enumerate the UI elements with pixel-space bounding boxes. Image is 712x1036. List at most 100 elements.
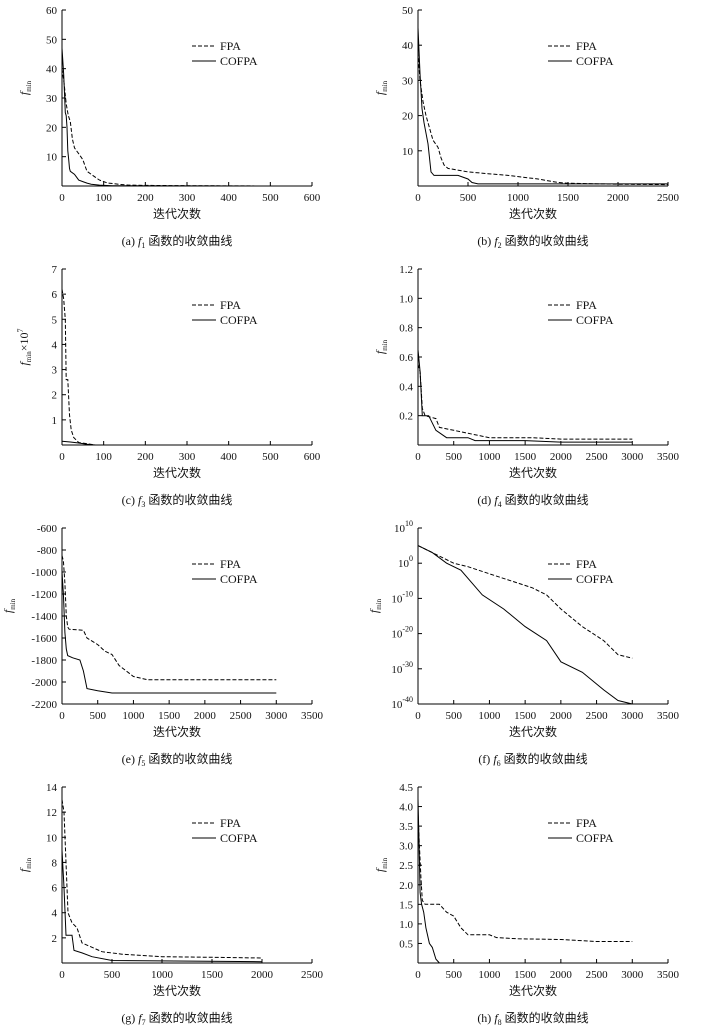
series-line-fpa <box>417 545 633 659</box>
legend-label: COFPA <box>576 54 614 68</box>
x-tick-label: 2500 <box>586 710 609 722</box>
series-line-cofpa <box>61 571 277 694</box>
y-tick-label: 50 <box>402 5 414 17</box>
legend-label: COFPA <box>576 572 614 586</box>
y-tick-label: 1.0 <box>399 919 413 931</box>
x-tick-label: 0 <box>415 192 421 204</box>
legend-label: COFPA <box>220 572 258 586</box>
x-axis-title: 迭代次数 <box>509 724 557 739</box>
series-line-fpa <box>417 814 633 942</box>
legend-label: FPA <box>220 816 241 830</box>
y-tick-label: 0.6 <box>399 352 413 364</box>
y-tick-label: 1.5 <box>399 899 413 911</box>
series-line-cofpa <box>417 349 633 443</box>
y-tick-label: 2 <box>52 933 58 945</box>
x-tick-label: 1500 <box>557 192 580 204</box>
y-tick-label: 10-20 <box>391 625 413 641</box>
x-tick-label: 0 <box>415 969 421 981</box>
chart-panel-a: 0 100 200 300 400 500 600 10 20 30 40 50 60 迭代次数 fmin F… <box>0 0 356 259</box>
x-tick-label: 2500 <box>657 192 680 204</box>
x-tick-label: 400 <box>220 451 237 463</box>
x-tick-label: 2500 <box>586 969 609 981</box>
y-tick-label: 10-10 <box>391 589 413 605</box>
y-tick-label: -1000 <box>31 567 57 579</box>
x-tick-label: 600 <box>304 451 321 463</box>
y-tick-label: 0.4 <box>399 381 413 393</box>
y-tick-label: 6 <box>52 883 58 895</box>
y-axis-title: fmin <box>373 339 389 354</box>
legend-label: COFPA <box>220 313 258 327</box>
y-tick-label: -600 <box>37 523 58 535</box>
x-tick-label: 600 <box>304 192 321 204</box>
chart-caption: (h) f8 函数的收敛曲线 <box>477 1010 588 1027</box>
x-tick-label: 0 <box>415 451 421 463</box>
y-tick-label: 0.2 <box>399 411 413 423</box>
x-axis-title: 迭代次数 <box>153 206 201 221</box>
y-tick-label: 14 <box>46 782 58 794</box>
y-tick-label: 3 <box>52 365 58 377</box>
x-tick-label: 2000 <box>607 192 630 204</box>
chart-svg-f: 0 500 1000 1500 2000 2500 3000 3500 10-40 10-30 10… <box>367 519 680 768</box>
x-tick-label: 1000 <box>478 969 501 981</box>
y-tick-label: -1600 <box>31 633 57 645</box>
y-tick-label: 1.2 <box>399 264 413 276</box>
y-tick-label: 4.0 <box>399 802 413 814</box>
x-axis-title: 迭代次数 <box>153 724 201 739</box>
x-tick-label: 2000 <box>550 969 573 981</box>
x-axis-title: 迭代次数 <box>509 983 557 998</box>
chart-svg-a: 0 100 200 300 400 500 600 10 20 30 40 50 60 迭代次数 fmin F… <box>17 5 321 250</box>
x-tick-label: 3500 <box>657 969 680 981</box>
x-tick-label: 500 <box>445 969 462 981</box>
x-tick-label: 500 <box>460 192 477 204</box>
x-tick-label: 2500 <box>301 969 324 981</box>
legend-label: FPA <box>576 298 597 312</box>
x-tick-label: 3000 <box>621 451 644 463</box>
series-line-cofpa <box>61 849 263 963</box>
x-tick-label: 2000 <box>194 710 217 722</box>
x-tick-label: 3500 <box>657 710 680 722</box>
y-tick-label: 1 <box>52 415 58 427</box>
y-axis-title: fmin <box>17 80 33 95</box>
x-axis-title: 迭代次数 <box>153 465 201 480</box>
chart-caption: (e) f5 函数的收敛曲线 <box>122 751 233 768</box>
x-tick-label: 3000 <box>621 969 644 981</box>
y-tick-label: 10-40 <box>391 695 413 711</box>
y-tick-label: 8 <box>52 857 58 869</box>
y-tick-label: 10 <box>402 146 414 158</box>
chart-svg-c: 0 100 200 300 400 500 600 1 2 3 4 5 6 7 迭代次数 fmin×107 FP… <box>16 264 321 509</box>
legend-label: FPA <box>220 557 241 571</box>
y-axis-title: fmin <box>1 598 17 613</box>
y-axis-title: fmin <box>367 598 383 613</box>
x-tick-label: 200 <box>137 451 154 463</box>
chart-panel-h: 0 500 1000 1500 2000 2500 3000 3500 0.5 1.0 1.5 2.0… <box>356 777 712 1036</box>
x-tick-label: 1000 <box>478 451 501 463</box>
chart-panel-g: 0 500 1000 1500 2000 2500 2 4 6 8 10 12 14 迭代次数 fmin FP… <box>0 777 356 1036</box>
y-tick-label: 6 <box>52 289 58 301</box>
y-tick-label: 20 <box>402 111 414 123</box>
chart-caption: (b) f2 函数的收敛曲线 <box>477 233 588 250</box>
series-line-cofpa <box>417 545 633 705</box>
x-tick-label: 500 <box>445 710 462 722</box>
y-tick-label: 4 <box>52 339 58 351</box>
legend-label: COFPA <box>576 831 614 845</box>
y-tick-label: 10 <box>46 152 58 164</box>
x-tick-label: 1000 <box>507 192 530 204</box>
y-tick-label: -2200 <box>31 699 57 711</box>
x-tick-label: 2500 <box>230 710 253 722</box>
y-tick-label: 30 <box>402 75 414 87</box>
x-tick-label: 200 <box>137 192 154 204</box>
chart-panel-d: 0 500 1000 1500 2000 2500 3000 3500 0.2 0.4 0.6 0.8… <box>356 259 712 518</box>
x-tick-label: 300 <box>179 192 196 204</box>
series-line-cofpa <box>417 798 440 964</box>
x-axis-title: 迭代次数 <box>509 206 557 221</box>
series-line-cofpa <box>61 440 312 446</box>
x-tick-label: 300 <box>179 451 196 463</box>
x-tick-label: 1000 <box>478 710 501 722</box>
series-line-fpa <box>61 289 96 446</box>
x-tick-label: 500 <box>104 969 121 981</box>
legend-label: FPA <box>576 557 597 571</box>
y-tick-label: 50 <box>46 34 58 46</box>
x-tick-label: 3500 <box>301 710 324 722</box>
x-tick-label: 1000 <box>151 969 174 981</box>
chart-caption: (a) f1 函数的收敛曲线 <box>122 233 233 250</box>
